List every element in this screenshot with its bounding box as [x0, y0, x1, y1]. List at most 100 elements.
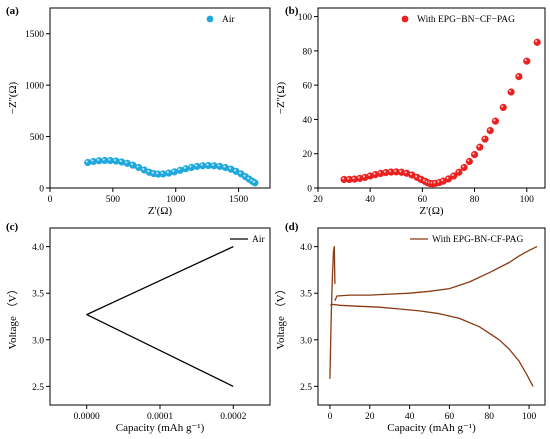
y-tick-label: 40	[303, 116, 313, 126]
data-point-highlight	[125, 161, 128, 164]
x-tick-label: 500	[106, 195, 121, 205]
data-point	[486, 126, 494, 135]
panel-label: (c)	[6, 221, 19, 233]
data-point-highlight	[238, 171, 242, 175]
x-tick-label: 80	[470, 195, 480, 205]
data-point-highlight	[482, 137, 486, 140]
y-tick-label: 3.0	[300, 336, 312, 346]
data-point-highlight	[524, 59, 527, 62]
data-point-highlight	[437, 180, 440, 183]
data-point-highlight	[136, 165, 139, 168]
y-tick-label: 80	[303, 47, 313, 57]
data-point	[455, 168, 463, 176]
data-point-highlight	[446, 176, 449, 180]
y-axis-label: Voltage （V）	[274, 283, 287, 349]
data-point	[476, 143, 484, 151]
x-tick-label: 100	[522, 412, 537, 422]
data-point-highlight	[166, 170, 169, 174]
plot-frame	[49, 7, 271, 189]
x-axis-label: Z'(Ω)	[148, 205, 173, 217]
data-point-highlight	[142, 167, 145, 171]
data-point-highlight	[91, 159, 94, 162]
y-tick-label: 3.5	[32, 290, 44, 300]
data-point-highlight	[451, 173, 454, 177]
y-tick-label: 60	[303, 82, 313, 92]
data-point-highlight	[352, 176, 355, 180]
data-point-highlight	[415, 175, 418, 178]
data-point-highlight	[130, 163, 134, 166]
x-tick-label: 0.0001	[147, 412, 173, 422]
y-axis-label: Voltage （V）	[6, 283, 19, 349]
data-point-highlight	[394, 169, 397, 172]
data-point-highlight	[211, 163, 215, 166]
panel-label: (a)	[6, 5, 19, 17]
x-axis-label: Z'(Ω)	[419, 205, 444, 217]
y-tick-label: 100	[298, 13, 313, 23]
data-point-highlight	[228, 167, 232, 170]
data-point	[499, 103, 507, 112]
y-axis-label: −Z''(Ω)	[275, 81, 287, 114]
data-point-highlight	[472, 152, 475, 155]
x-tick-label: 40	[405, 412, 415, 422]
plot-frame	[49, 227, 271, 406]
data-point-highlight	[183, 166, 186, 169]
y-tick-label: 4.0	[32, 243, 44, 253]
y-tick-label: 3.5	[300, 290, 312, 300]
x-tick-label: 0	[328, 412, 333, 422]
x-tick-label: 60	[445, 412, 455, 422]
panel-label: (b)	[285, 5, 299, 17]
legend-label: With EPG-BN-CF-PAG	[432, 235, 524, 245]
y-tick-label: 2.5	[32, 383, 44, 393]
y-tick-label: 3.0	[32, 336, 44, 346]
data-point-highlight	[433, 181, 436, 184]
panel-c: 0.0000 0.0001 0.0002 2.5 3.0 3.5 4.0 Capacity (…	[6, 221, 271, 434]
data-point-highlight	[516, 74, 520, 77]
panel-label: (d)	[285, 221, 299, 233]
data-point	[465, 157, 473, 166]
data-point-highlight	[341, 177, 345, 180]
data-point-highlight	[147, 170, 150, 173]
y-tick-label: 500	[30, 133, 45, 143]
data-point-highlight	[119, 159, 122, 163]
data-point	[507, 88, 515, 96]
legend-label: Air	[252, 235, 266, 245]
data-point-highlight	[85, 160, 88, 163]
x-axis-label: Capacity (mAh g⁻¹)	[116, 422, 205, 434]
data-point-highlight	[378, 171, 381, 174]
data-point-highlight	[467, 159, 470, 162]
x-tick-label: 1500	[229, 195, 248, 205]
data-point-highlight	[347, 177, 350, 180]
data-point-highlight	[200, 163, 203, 166]
data-point-highlight	[488, 128, 491, 131]
y-tick-label: 1500	[25, 30, 44, 40]
data-point-highlight	[418, 177, 422, 180]
data-point-highlight	[151, 171, 154, 174]
data-point-highlight	[156, 172, 159, 175]
y-tick-label: 0	[39, 185, 44, 195]
data-point-highlight	[357, 176, 360, 179]
x-tick-label: 40	[365, 195, 375, 205]
data-point-highlight	[456, 170, 459, 173]
legend-label: With EPG−BN−CF−PAG	[417, 15, 515, 25]
series-line	[330, 303, 534, 387]
data-point-highlight	[96, 158, 100, 161]
data-point	[470, 150, 479, 159]
data-point-highlight	[108, 158, 111, 161]
data-point	[491, 117, 500, 125]
x-tick-label: 1000	[166, 195, 185, 205]
data-point-highlight	[362, 175, 366, 178]
plot-frame	[317, 227, 546, 406]
data-point-highlight	[501, 105, 504, 108]
data-point	[460, 163, 468, 172]
data-point-highlight	[441, 179, 444, 182]
plot-frame	[317, 7, 546, 189]
data-point-highlight	[102, 158, 105, 161]
data-point-highlight	[217, 164, 220, 167]
data-point-highlight	[462, 165, 465, 168]
panel-b: 20 40 60 80 100020406080100Z'(Ω)−Z''(Ω)(b)Wi…	[275, 5, 546, 217]
data-point-highlight	[368, 173, 371, 177]
series-line	[334, 246, 538, 301]
data-point	[481, 135, 489, 143]
data-point	[533, 38, 541, 46]
